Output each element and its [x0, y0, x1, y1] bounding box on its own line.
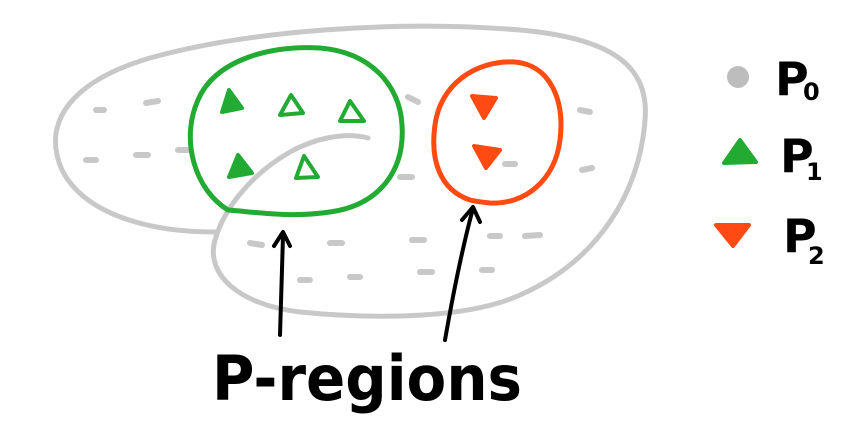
arrow-to-p2-region — [443, 210, 474, 342]
p2-legend-triangle-icon — [714, 223, 751, 248]
p2-region-outline — [431, 59, 564, 206]
legend-p2-label: P — [783, 209, 817, 263]
p2-triangle-icon — [470, 94, 498, 120]
legend-p0-subscript: 0 — [803, 78, 820, 106]
p0-dash — [522, 232, 543, 239]
p0-circle-icon — [727, 66, 749, 88]
annotation-arrows — [272, 205, 482, 342]
p1-triangle-icon — [278, 93, 305, 117]
legend-p1-label: P — [780, 129, 814, 183]
p2-triangle-icon — [472, 144, 502, 170]
arrow-head-icon — [272, 230, 292, 248]
p0-dash — [577, 107, 593, 115]
p2-points — [470, 94, 502, 170]
p1-triangle-icon — [294, 154, 320, 180]
p1-triangle-icon — [338, 99, 366, 123]
arrow-head-icon — [460, 205, 482, 224]
legend: P 0 P 1 P 2 — [714, 52, 825, 270]
outer-region-outline — [53, 23, 648, 319]
p-regions-label: P-regions — [212, 342, 522, 415]
p0-dash — [143, 98, 161, 106]
p0-dash — [405, 94, 421, 105]
p1-triangle-icon — [220, 88, 244, 114]
p1-points — [220, 88, 366, 180]
p1-region-outline — [187, 45, 405, 218]
p1-legend-triangle-icon — [722, 138, 758, 165]
arrow-to-p1-region — [278, 234, 285, 337]
p0-dash — [579, 165, 595, 173]
p1-triangle-icon — [227, 153, 254, 179]
legend-p2-subscript: 2 — [808, 242, 825, 270]
p0-dashes — [83, 94, 595, 283]
p0-dash — [247, 240, 265, 248]
legend-p0-label: P — [775, 52, 809, 106]
legend-p1-subscript: 1 — [806, 158, 823, 186]
